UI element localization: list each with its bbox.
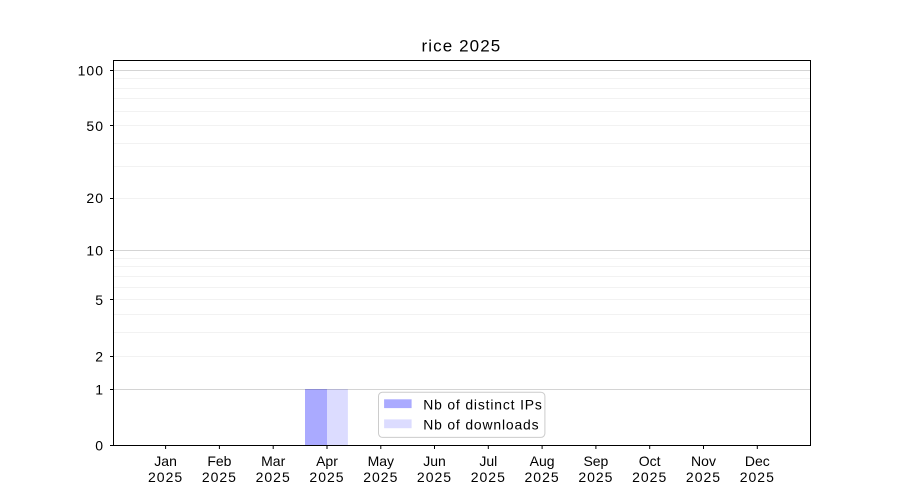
svg-text:Apr: Apr	[316, 453, 338, 469]
svg-text:Nov: Nov	[691, 453, 716, 469]
svg-text:2025: 2025	[578, 469, 613, 485]
svg-text:1: 1	[95, 381, 104, 397]
svg-text:50: 50	[86, 118, 104, 134]
svg-text:2025: 2025	[417, 469, 452, 485]
svg-text:10: 10	[86, 243, 104, 259]
svg-text:Aug: Aug	[530, 453, 555, 469]
svg-text:Feb: Feb	[207, 453, 231, 469]
svg-text:rice 2025: rice 2025	[421, 37, 501, 56]
svg-text:2025: 2025	[632, 469, 667, 485]
svg-text:Jan: Jan	[154, 453, 177, 469]
svg-text:2025: 2025	[525, 469, 560, 485]
svg-text:100: 100	[78, 62, 104, 78]
svg-text:2025: 2025	[309, 469, 344, 485]
svg-text:Sep: Sep	[583, 453, 608, 469]
svg-text:Oct: Oct	[639, 453, 661, 469]
svg-text:0: 0	[95, 437, 104, 453]
svg-text:5: 5	[95, 292, 104, 308]
svg-text:Mar: Mar	[261, 453, 285, 469]
svg-text:2025: 2025	[471, 469, 506, 485]
svg-text:2025: 2025	[686, 469, 721, 485]
svg-text:2025: 2025	[202, 469, 237, 485]
svg-text:2025: 2025	[256, 469, 291, 485]
svg-text:Jun: Jun	[423, 453, 446, 469]
svg-text:Dec: Dec	[745, 453, 770, 469]
svg-text:May: May	[368, 453, 394, 469]
svg-text:Nb of distinct IPs: Nb of distinct IPs	[423, 396, 543, 412]
svg-text:2: 2	[95, 348, 104, 364]
svg-text:20: 20	[86, 190, 104, 206]
svg-text:2025: 2025	[740, 469, 775, 485]
svg-text:2025: 2025	[363, 469, 398, 485]
svg-text:2025: 2025	[148, 469, 183, 485]
svg-text:Jul: Jul	[479, 453, 497, 469]
svg-text:Nb of downloads: Nb of downloads	[423, 417, 539, 433]
